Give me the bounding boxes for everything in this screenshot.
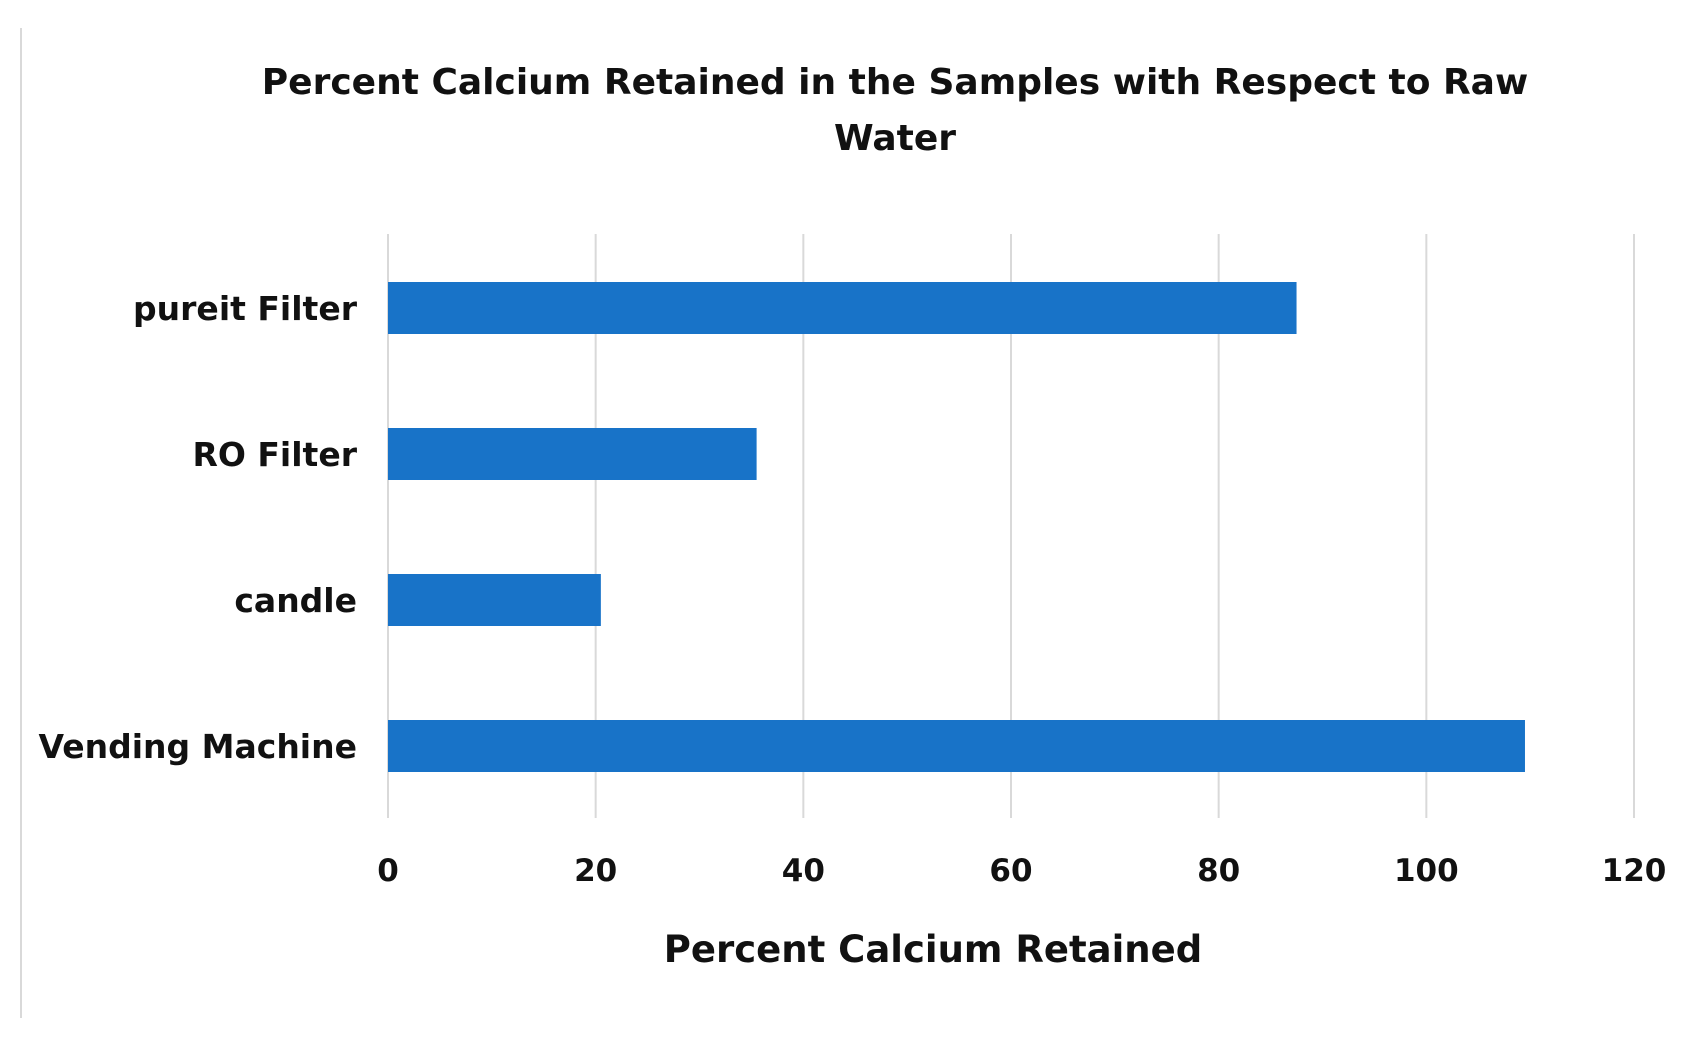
x-tick-label-0: 0 (377, 853, 399, 889)
bar-vending-machine (388, 720, 1525, 772)
bar-ro-filter (388, 428, 757, 480)
category-label-ro-filter: RO Filter (192, 435, 357, 474)
x-tick-label-100: 100 (1394, 853, 1459, 889)
chart-title: Percent Calcium Retained in the Samples … (261, 62, 1529, 159)
x-tick-label-20: 20 (574, 853, 617, 889)
x-axis-title: Percent Calcium Retained (664, 928, 1202, 971)
x-tick-label-80: 80 (1197, 853, 1240, 889)
x-tick-label-120: 120 (1602, 853, 1667, 889)
category-label-vending-machine: Vending Machine (39, 727, 358, 766)
bar-pureit-filter (388, 282, 1297, 334)
category-label-candle: candle (234, 581, 357, 620)
x-tick-label-60: 60 (989, 853, 1032, 889)
bars (388, 282, 1525, 772)
x-tick-label-40: 40 (782, 853, 825, 889)
x-tick-labels: 0 20 40 60 80 100 120 (377, 853, 1666, 889)
bar-candle (388, 574, 601, 626)
category-label-pureit-filter: pureit Filter (133, 289, 358, 328)
category-labels: pureit Filter RO Filter candle Vending Mach… (39, 289, 358, 766)
chart-frame-line (20, 28, 22, 1018)
